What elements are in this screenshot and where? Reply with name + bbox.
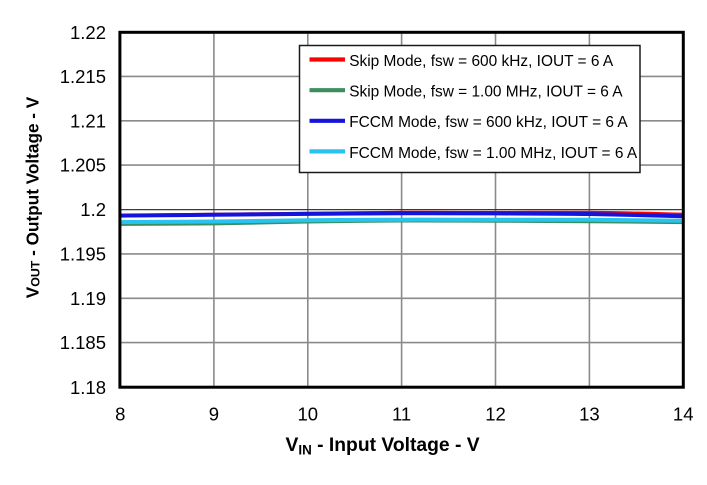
svg-text:1.2: 1.2 (80, 199, 106, 220)
svg-text:1.19: 1.19 (70, 288, 106, 309)
svg-text:1.185: 1.185 (60, 332, 106, 353)
svg-text:8: 8 (115, 404, 125, 425)
svg-text:1.215: 1.215 (60, 66, 106, 87)
svg-text:Skip Mode, fsw = 600 kHz, IOUT: Skip Mode, fsw = 600 kHz, IOUT = 6 A (349, 53, 614, 70)
svg-text:1.21: 1.21 (70, 110, 106, 131)
svg-text:9: 9 (209, 404, 219, 425)
svg-text:VOUT - Output Voltage - V: VOUT - Output Voltage - V (23, 96, 43, 298)
svg-text:1.18: 1.18 (70, 377, 106, 398)
svg-text:Skip Mode, fsw = 1.00 MHz, IOU: Skip Mode, fsw = 1.00 MHz, IOUT = 6 A (349, 84, 623, 101)
svg-text:13: 13 (579, 404, 600, 425)
svg-text:1.195: 1.195 (60, 244, 106, 265)
svg-text:FCCM Mode, fsw = 600 kHz, IOUT: FCCM Mode, fsw = 600 kHz, IOUT = 6 A (349, 114, 628, 131)
svg-text:1.22: 1.22 (70, 22, 106, 43)
svg-text:14: 14 (673, 404, 694, 425)
svg-text:VIN - Input Voltage - V: VIN - Input Voltage - V (286, 435, 480, 457)
svg-text:1.205: 1.205 (60, 155, 106, 176)
svg-text:12: 12 (485, 404, 506, 425)
svg-text:10: 10 (298, 404, 319, 425)
svg-text:11: 11 (392, 404, 411, 425)
svg-text:FCCM Mode, fsw = 1.00 MHz, IOU: FCCM Mode, fsw = 1.00 MHz, IOUT = 6 A (349, 145, 638, 162)
